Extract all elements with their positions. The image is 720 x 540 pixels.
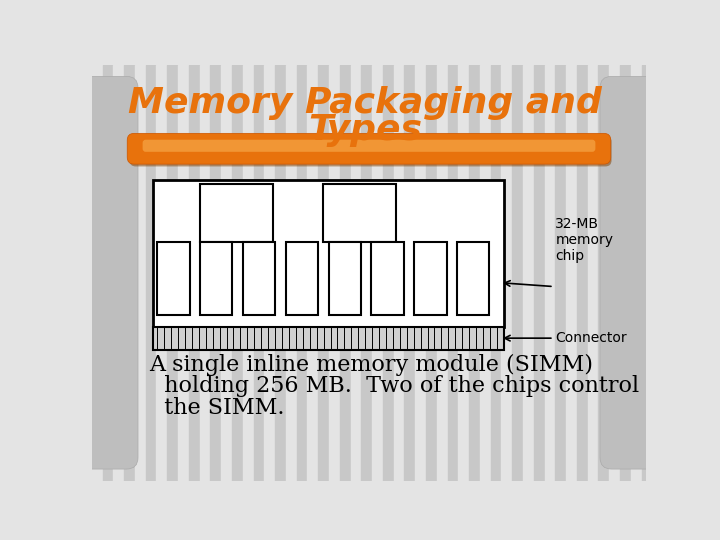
Bar xyxy=(448,65,459,481)
Bar xyxy=(243,242,275,315)
Bar xyxy=(588,65,598,481)
FancyBboxPatch shape xyxy=(127,133,611,164)
Bar xyxy=(178,65,189,481)
Bar xyxy=(113,65,124,481)
Bar xyxy=(318,65,329,481)
Bar xyxy=(512,65,523,481)
Bar xyxy=(426,65,437,481)
Bar xyxy=(523,65,534,481)
Bar xyxy=(153,180,504,327)
Bar xyxy=(145,65,156,481)
Bar xyxy=(372,242,404,315)
Bar xyxy=(286,65,297,481)
Bar xyxy=(323,184,396,242)
Bar xyxy=(544,65,555,481)
Text: holding 256 MB.  Two of the chips control: holding 256 MB. Two of the chips control xyxy=(150,375,639,397)
Bar xyxy=(167,65,178,481)
Bar xyxy=(253,65,264,481)
Bar xyxy=(286,242,318,315)
Bar xyxy=(555,65,566,481)
FancyBboxPatch shape xyxy=(600,76,700,469)
Bar xyxy=(361,65,372,481)
Bar xyxy=(221,65,232,481)
Bar xyxy=(394,65,405,481)
Bar xyxy=(297,65,307,481)
Bar xyxy=(102,65,113,481)
Bar xyxy=(566,65,577,481)
Text: Connector: Connector xyxy=(555,331,627,345)
Bar xyxy=(405,65,415,481)
Bar xyxy=(210,65,221,481)
Text: Memory Packaging and: Memory Packaging and xyxy=(128,86,602,120)
Bar xyxy=(92,65,102,481)
Bar xyxy=(264,65,275,481)
Bar xyxy=(157,242,189,315)
Bar xyxy=(620,65,631,481)
Bar xyxy=(199,184,273,242)
Bar xyxy=(469,65,480,481)
Bar xyxy=(609,65,620,481)
Bar xyxy=(480,65,490,481)
Bar xyxy=(415,65,426,481)
Bar xyxy=(457,242,490,315)
Bar xyxy=(631,65,642,481)
Bar xyxy=(351,65,361,481)
Bar xyxy=(414,242,446,315)
Bar xyxy=(372,65,383,481)
Bar xyxy=(437,65,448,481)
Bar xyxy=(340,65,351,481)
Bar xyxy=(200,242,233,315)
Bar xyxy=(189,65,199,481)
Text: the SIMM.: the SIMM. xyxy=(150,397,284,418)
Bar xyxy=(199,65,210,481)
Bar xyxy=(598,65,609,481)
Bar xyxy=(459,65,469,481)
Bar xyxy=(156,65,167,481)
Text: 32-MB
memory
chip: 32-MB memory chip xyxy=(555,217,613,264)
FancyBboxPatch shape xyxy=(130,136,611,166)
Text: A single inline memory module (SIMM): A single inline memory module (SIMM) xyxy=(150,354,593,376)
Bar xyxy=(135,65,145,481)
Bar xyxy=(534,65,544,481)
Bar xyxy=(275,65,286,481)
Bar xyxy=(642,65,652,481)
Bar xyxy=(232,65,243,481)
Bar xyxy=(153,327,504,350)
FancyBboxPatch shape xyxy=(38,76,138,469)
FancyBboxPatch shape xyxy=(143,140,595,152)
Bar xyxy=(490,65,501,481)
Bar xyxy=(501,65,512,481)
Bar xyxy=(243,65,253,481)
Bar xyxy=(307,65,318,481)
Bar xyxy=(124,65,135,481)
Bar xyxy=(329,65,340,481)
Bar xyxy=(577,65,588,481)
Bar xyxy=(328,242,361,315)
Text: Types: Types xyxy=(308,113,422,147)
Bar xyxy=(383,65,394,481)
